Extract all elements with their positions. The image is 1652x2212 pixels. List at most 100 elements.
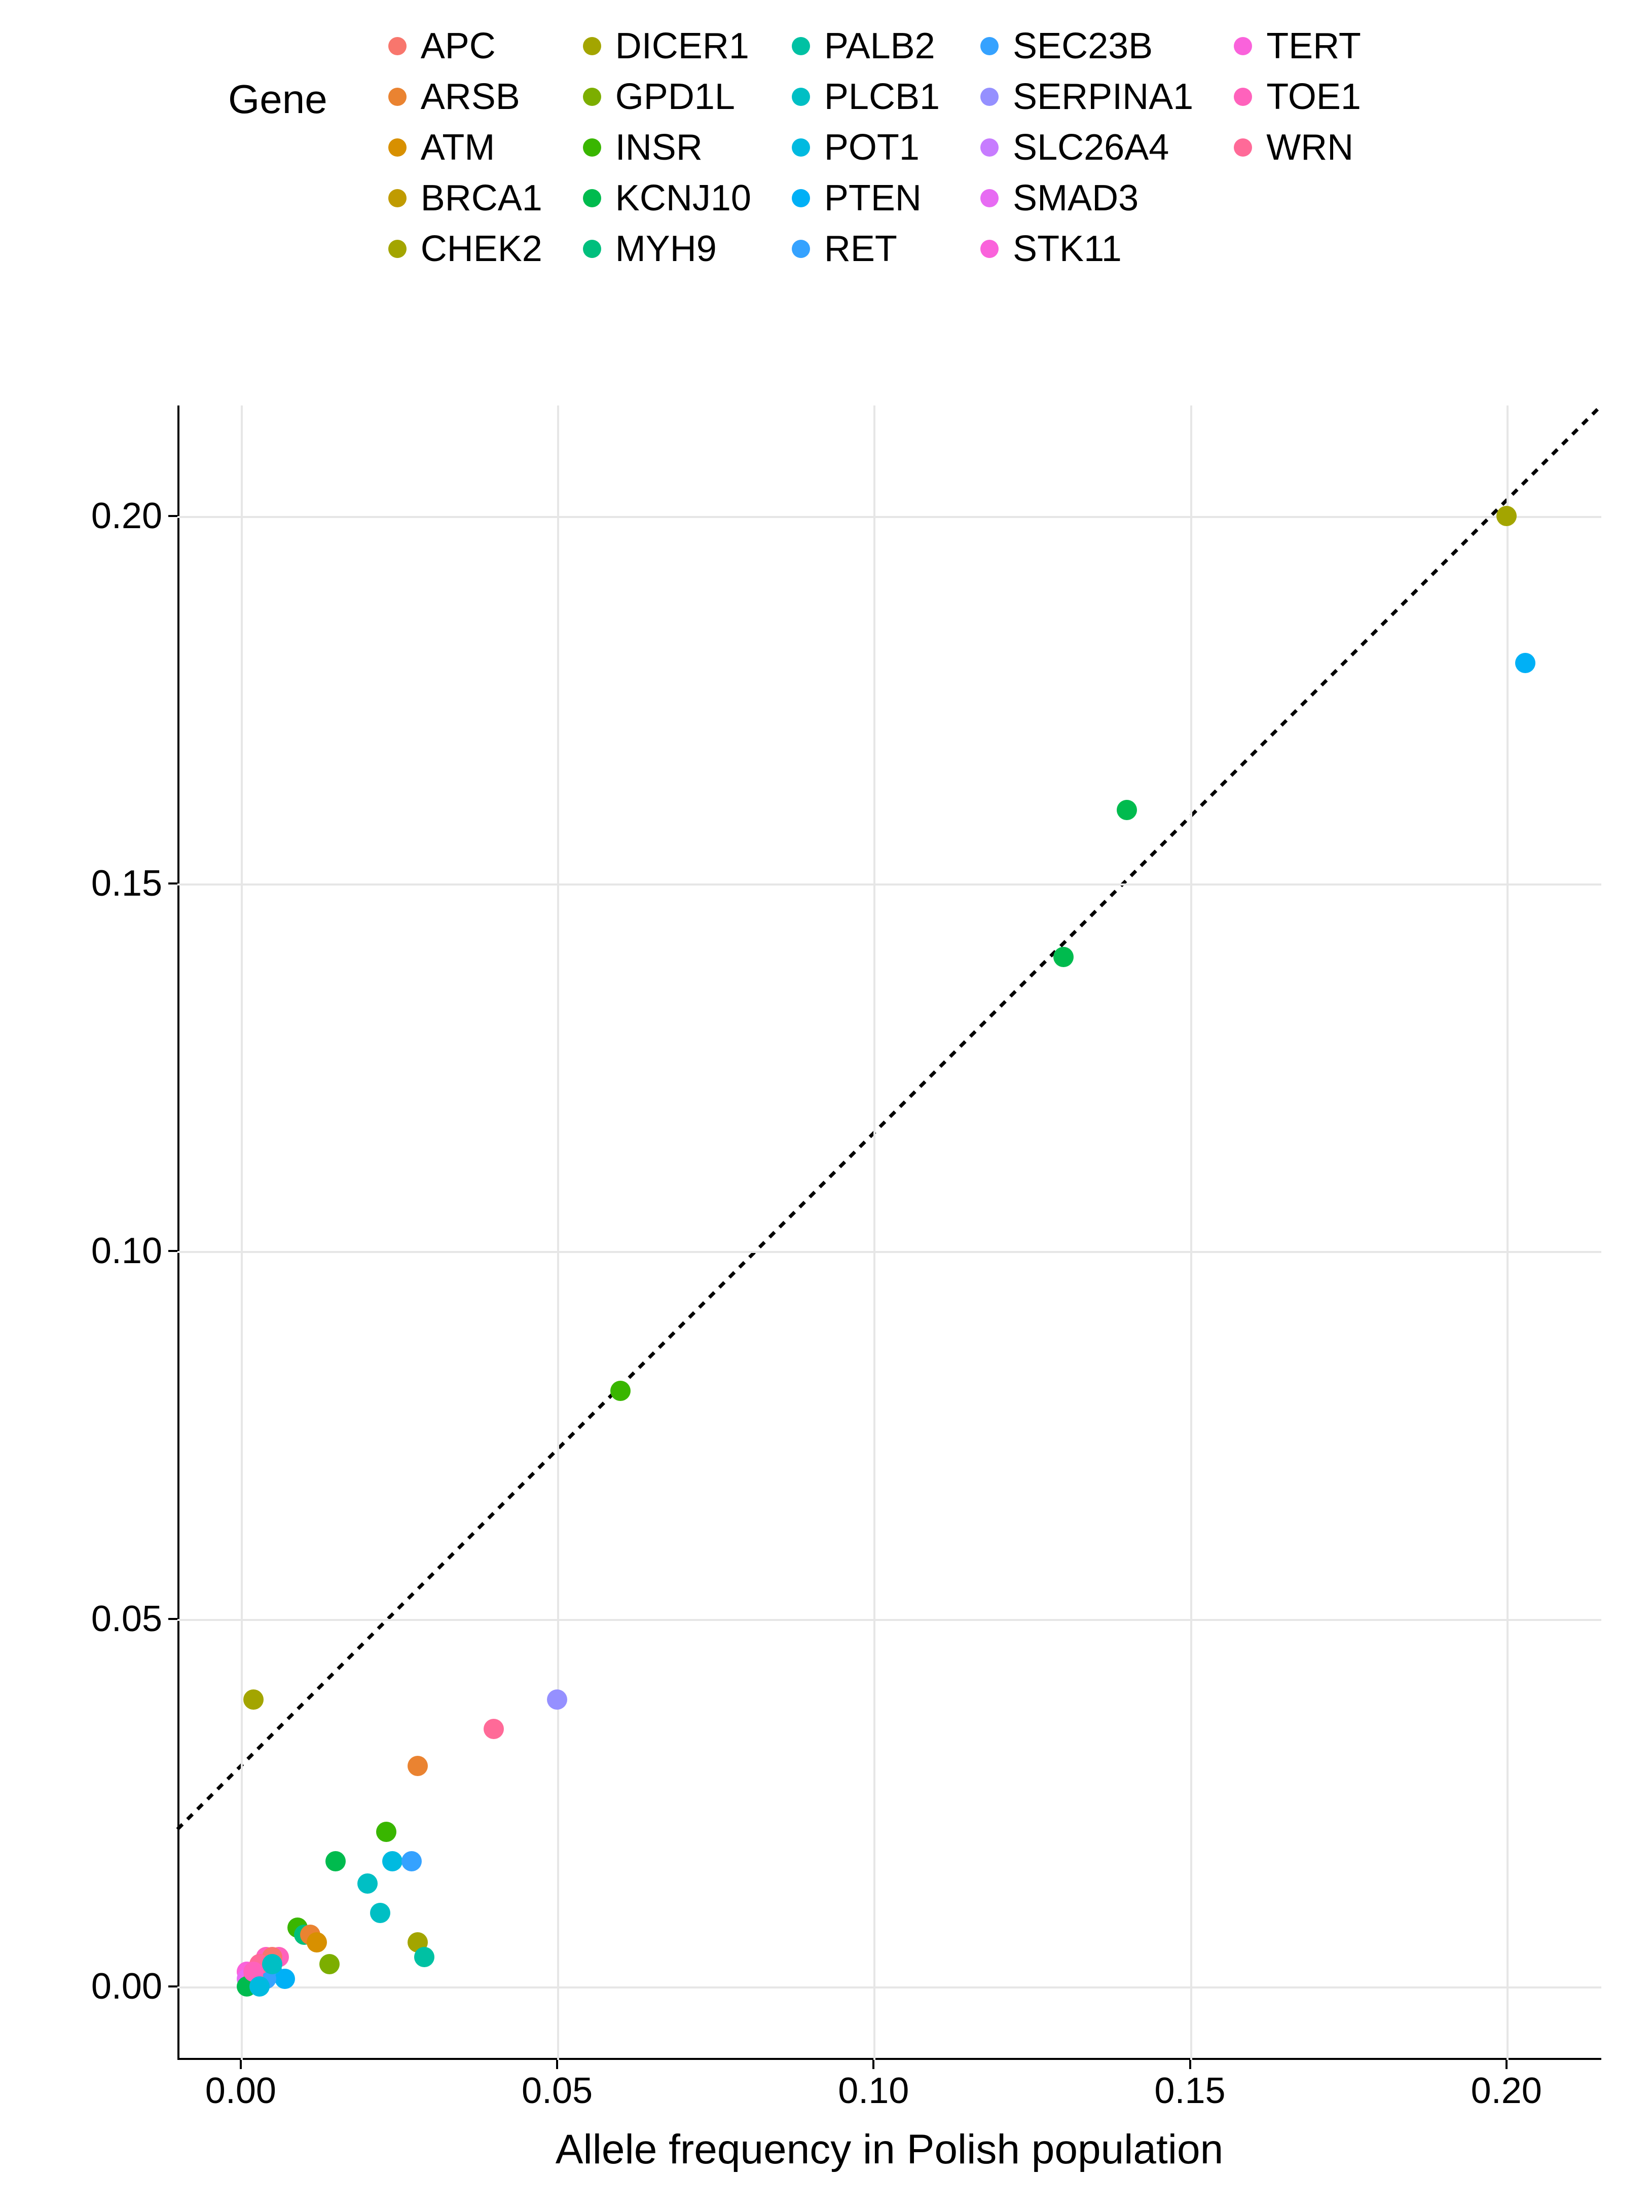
grid-line-horizontal bbox=[177, 1986, 1601, 1988]
legend-swatch-icon bbox=[583, 37, 601, 55]
legend-item-label: BRCA1 bbox=[421, 177, 542, 219]
legend-item-tert: TERT bbox=[1234, 25, 1361, 67]
y-tick-mark bbox=[168, 1250, 177, 1252]
legend-item-label: TERT bbox=[1266, 25, 1361, 67]
grid-line-vertical bbox=[557, 405, 559, 2060]
legend-item-label: TOE1 bbox=[1266, 76, 1361, 118]
legend-swatch-icon bbox=[583, 240, 601, 258]
legend-item-slc26a4: SLC26A4 bbox=[980, 127, 1193, 168]
data-point-plcb1 bbox=[357, 1873, 378, 1894]
y-tick-label: 0.05 bbox=[91, 1598, 162, 1640]
legend-title: Gene bbox=[228, 76, 327, 123]
legend-swatch-icon bbox=[1234, 37, 1252, 55]
y-tick-mark bbox=[168, 1985, 177, 1987]
data-point-ret bbox=[401, 1851, 422, 1871]
legend-item-label: PLCB1 bbox=[824, 76, 940, 118]
legend-swatch-icon bbox=[388, 240, 407, 258]
allele-frequency-scatter-chart: Gene APCARSBATMBRCA1CHEK2DICER1GPD1LINSR… bbox=[0, 0, 1652, 2212]
data-point-serpina1 bbox=[547, 1689, 567, 1710]
y-tick-mark bbox=[168, 515, 177, 517]
legend-item-label: WRN bbox=[1266, 127, 1353, 168]
legend-item-kcnj10: KCNJ10 bbox=[583, 177, 751, 219]
legend-item-dicer1: DICER1 bbox=[583, 25, 751, 67]
legend-item-label: PALB2 bbox=[824, 25, 935, 67]
legend-item-serpina1: SERPINA1 bbox=[980, 76, 1193, 118]
legend-item-smad3: SMAD3 bbox=[980, 177, 1193, 219]
legend-swatch-icon bbox=[980, 138, 999, 157]
legend-swatch-icon bbox=[792, 138, 810, 157]
data-point-kcnj10 bbox=[325, 1851, 346, 1871]
x-tick-mark bbox=[556, 2060, 558, 2069]
legend-item-label: STK11 bbox=[1013, 228, 1122, 270]
legend-item-label: SEC23B bbox=[1013, 25, 1153, 67]
legend-swatch-icon bbox=[583, 189, 601, 207]
y-tick-mark bbox=[168, 1618, 177, 1620]
data-point-atm bbox=[307, 1932, 327, 1952]
data-point-arsb bbox=[408, 1756, 428, 1776]
grid-line-horizontal bbox=[177, 1251, 1601, 1253]
legend-item-plcb1: PLCB1 bbox=[792, 76, 940, 118]
legend-swatch-icon bbox=[792, 189, 810, 207]
data-point-plcb1 bbox=[370, 1903, 390, 1923]
legend-item-wrn: WRN bbox=[1234, 127, 1361, 168]
legend-item-label: SLC26A4 bbox=[1013, 127, 1169, 168]
legend-item-chek2: CHEK2 bbox=[388, 228, 542, 270]
x-tick-mark bbox=[240, 2060, 242, 2069]
data-point-pten bbox=[1515, 653, 1535, 673]
legend-item-atm: ATM bbox=[388, 127, 542, 168]
legend-swatch-icon bbox=[583, 138, 601, 157]
legend-swatch-icon bbox=[980, 37, 999, 55]
data-point-plcb1 bbox=[262, 1954, 282, 1974]
y-tick-mark bbox=[168, 882, 177, 884]
grid-line-vertical bbox=[1507, 405, 1509, 2060]
legend-items: APCARSBATMBRCA1CHEK2DICER1GPD1LINSRKCNJ1… bbox=[388, 25, 1361, 270]
data-point-chek2 bbox=[243, 1689, 264, 1710]
legend-item-label: PTEN bbox=[824, 177, 922, 219]
x-tick-label: 0.20 bbox=[1471, 2070, 1542, 2112]
x-tick-mark bbox=[1506, 2060, 1508, 2069]
legend-item-label: MYH9 bbox=[615, 228, 717, 270]
legend-item-label: CHEK2 bbox=[421, 228, 542, 270]
y-tick-label: 0.10 bbox=[91, 1230, 162, 1272]
legend-item-label: ARSB bbox=[421, 76, 520, 118]
legend-item-palb2: PALB2 bbox=[792, 25, 940, 67]
legend-item-stk11: STK11 bbox=[980, 228, 1193, 270]
x-axis-title: Allele frequency in Polish population bbox=[556, 2126, 1223, 2173]
legend-swatch-icon bbox=[980, 189, 999, 207]
legend-swatch-icon bbox=[388, 88, 407, 106]
legend-item-label: SMAD3 bbox=[1013, 177, 1139, 219]
grid-line-horizontal bbox=[177, 516, 1601, 518]
legend-item-ret: RET bbox=[792, 228, 940, 270]
grid-line-vertical bbox=[1190, 405, 1192, 2060]
legend-item-myh9: MYH9 bbox=[583, 228, 751, 270]
y-tick-label: 0.20 bbox=[91, 495, 162, 537]
legend-item-pot1: POT1 bbox=[792, 127, 940, 168]
x-tick-label: 0.15 bbox=[1154, 2070, 1225, 2112]
data-point-kcnj10 bbox=[1053, 947, 1074, 967]
legend-item-label: SERPINA1 bbox=[1013, 76, 1193, 118]
legend-item-pten: PTEN bbox=[792, 177, 940, 219]
legend-swatch-icon bbox=[792, 240, 810, 258]
identity-line bbox=[177, 405, 1601, 1829]
legend-swatch-icon bbox=[388, 37, 407, 55]
legend-item-gpd1l: GPD1L bbox=[583, 76, 751, 118]
grid-line-horizontal bbox=[177, 1619, 1601, 1621]
y-tick-label: 0.00 bbox=[91, 1966, 162, 2007]
data-point-wrn bbox=[484, 1719, 504, 1739]
grid-line-horizontal bbox=[177, 883, 1601, 886]
legend-swatch-icon bbox=[792, 37, 810, 55]
x-tick-mark bbox=[872, 2060, 874, 2069]
data-point-pot1 bbox=[382, 1851, 402, 1871]
data-point-palb2 bbox=[414, 1947, 434, 1967]
legend-item-label: APC bbox=[421, 25, 496, 67]
plot-panel: Allele frequency in Polish population Al… bbox=[177, 405, 1601, 2060]
legend: Gene APCARSBATMBRCA1CHEK2DICER1GPD1LINSR… bbox=[228, 25, 1601, 270]
legend-swatch-icon bbox=[980, 240, 999, 258]
legend-item-label: POT1 bbox=[824, 127, 920, 168]
legend-item-toe1: TOE1 bbox=[1234, 76, 1361, 118]
data-point-pot1 bbox=[249, 1976, 270, 1997]
data-point-insr bbox=[610, 1381, 631, 1401]
y-axis-line bbox=[177, 405, 179, 2060]
data-point-dicer1 bbox=[1496, 506, 1517, 526]
y-tick-label: 0.15 bbox=[91, 863, 162, 904]
